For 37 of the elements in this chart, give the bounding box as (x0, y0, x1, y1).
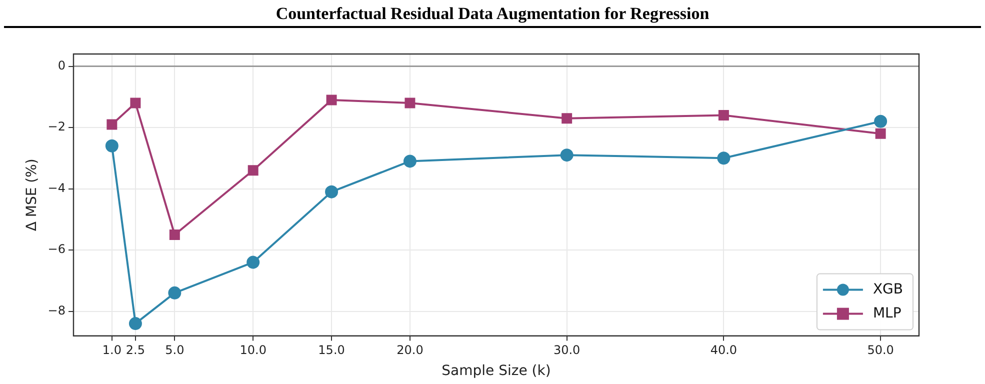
y-tick-label: −2 (48, 120, 66, 134)
chart-title: Counterfactual Residual Data Augmentation for Regression (4, 0, 981, 28)
point (105, 139, 118, 152)
x-tick-label: 50.0 (867, 343, 894, 358)
y-tick-label: −4 (48, 180, 66, 195)
point (106, 119, 118, 130)
x-tick-label: 40.0 (710, 343, 738, 358)
point (717, 152, 730, 165)
point (874, 114, 888, 128)
x-axis-title: Sample Size (k) (442, 363, 551, 380)
point (875, 128, 886, 139)
point (560, 148, 574, 162)
point (403, 154, 416, 168)
point (326, 94, 337, 106)
x-tick-label: 15.0 (318, 343, 345, 358)
point (169, 229, 180, 240)
legend-label: XGB (872, 281, 904, 298)
legend-label: MLP (872, 305, 902, 322)
point (404, 98, 416, 108)
y-tick-label: −8 (48, 303, 66, 318)
point (248, 165, 258, 176)
point (168, 286, 182, 300)
point (562, 113, 572, 124)
point (718, 110, 729, 121)
point (128, 317, 142, 330)
x-tick-label: 2.5 (126, 343, 145, 358)
point (246, 256, 260, 269)
point (130, 98, 141, 108)
x-tick-label: 20.0 (396, 343, 424, 358)
y-axis-title: Δ MSE (%) (24, 158, 40, 232)
y-tick-label: −6 (48, 242, 66, 256)
y-tick-label: 0 (58, 58, 66, 72)
point (325, 185, 338, 198)
x-tick-label: 10.0 (240, 343, 266, 358)
x-tick-label: 1.0 (102, 343, 122, 358)
x-tick-label: 5.0 (165, 343, 184, 358)
x-tick-label: 30.0 (553, 343, 580, 358)
